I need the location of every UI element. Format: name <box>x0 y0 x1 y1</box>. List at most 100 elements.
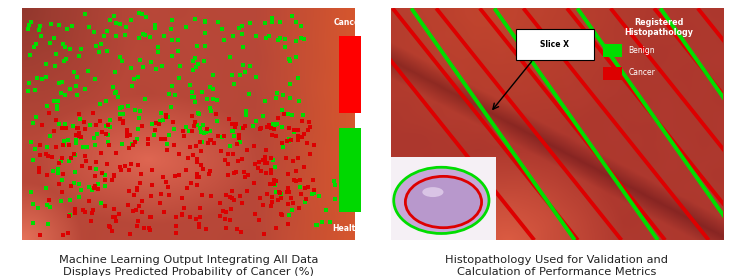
Point <box>261 124 272 129</box>
Point <box>191 143 202 148</box>
Point <box>266 16 278 20</box>
Point <box>74 195 85 199</box>
Point <box>132 75 144 79</box>
Point <box>86 187 98 192</box>
Point <box>53 171 64 176</box>
Point <box>64 159 75 163</box>
Point <box>195 163 207 168</box>
Point <box>91 123 102 127</box>
Point <box>103 123 115 127</box>
Point <box>184 144 196 149</box>
Point <box>126 66 137 71</box>
Point <box>249 161 261 166</box>
Point <box>42 104 53 108</box>
Point <box>244 63 256 68</box>
Point <box>227 152 239 156</box>
Point <box>192 175 204 179</box>
Point <box>189 100 201 105</box>
Point <box>48 129 60 133</box>
Point <box>274 190 285 194</box>
Point <box>194 126 206 130</box>
Point <box>159 137 171 141</box>
Point <box>255 196 266 200</box>
Point <box>114 164 126 169</box>
Point <box>146 122 158 127</box>
Point <box>34 142 46 147</box>
Text: Benign: Benign <box>628 46 655 55</box>
Point <box>271 122 283 127</box>
Point <box>104 225 116 230</box>
Point <box>120 131 132 136</box>
Point <box>95 42 107 47</box>
Point <box>193 175 205 179</box>
Point <box>194 140 206 144</box>
Point <box>258 232 270 236</box>
Point <box>69 152 80 156</box>
Point <box>269 182 281 187</box>
Point <box>169 231 181 235</box>
Point <box>53 23 65 28</box>
Point <box>223 194 235 199</box>
Point <box>206 109 218 113</box>
Point <box>131 208 142 212</box>
Text: Cancer: Cancer <box>628 68 655 77</box>
Point <box>40 74 52 79</box>
Point <box>265 126 277 130</box>
Point <box>259 99 271 103</box>
Point <box>277 145 289 149</box>
Point <box>64 47 76 52</box>
Point <box>180 125 191 129</box>
Point <box>150 23 161 27</box>
Point <box>162 185 174 189</box>
Point <box>282 202 293 206</box>
Point <box>188 153 199 157</box>
Point <box>299 165 310 169</box>
Point <box>53 182 64 187</box>
Point <box>61 126 72 130</box>
Point <box>169 126 180 131</box>
Point <box>237 126 248 131</box>
Point <box>299 186 311 190</box>
Point <box>290 55 301 59</box>
Point <box>69 170 81 174</box>
Point <box>258 114 269 118</box>
Point <box>164 193 175 197</box>
Point <box>25 20 36 24</box>
Point <box>128 77 139 81</box>
Point <box>241 148 253 152</box>
Point <box>207 73 219 77</box>
Text: Machine Learning Output Integrating All Data
Displays Predicted Probability of C: Machine Learning Output Integrating All … <box>58 255 318 276</box>
Point <box>234 73 245 77</box>
Point <box>146 183 158 187</box>
Point <box>104 18 115 22</box>
Point <box>283 57 295 62</box>
Point <box>136 172 147 176</box>
Point <box>285 138 296 142</box>
Point <box>52 103 64 108</box>
Point <box>61 27 72 31</box>
Point <box>129 107 141 112</box>
Point <box>190 120 201 124</box>
Point <box>125 161 137 166</box>
Point <box>264 182 276 186</box>
Point <box>58 143 69 147</box>
Point <box>134 57 145 62</box>
Point <box>227 129 239 134</box>
Point <box>126 142 138 146</box>
Point <box>77 144 89 149</box>
Point <box>225 207 237 211</box>
Point <box>306 192 318 197</box>
Point <box>188 59 199 63</box>
Point <box>134 204 145 208</box>
Point <box>194 206 206 210</box>
Point <box>276 108 288 112</box>
Point <box>261 192 273 196</box>
Point <box>238 170 250 174</box>
Point <box>191 65 202 69</box>
Point <box>201 227 212 232</box>
Point <box>56 156 68 160</box>
Point <box>75 47 87 51</box>
Point <box>283 139 295 144</box>
Point <box>132 163 144 168</box>
Point <box>83 185 95 189</box>
